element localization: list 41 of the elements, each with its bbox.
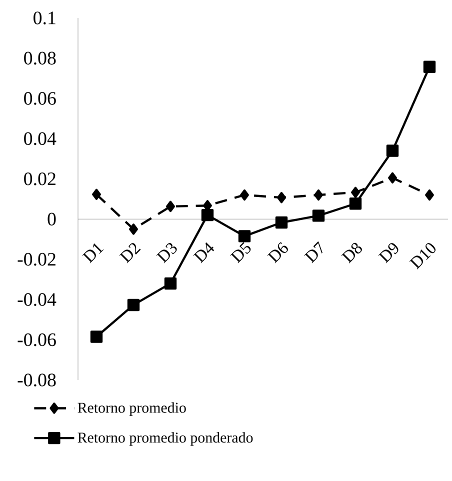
x-tick-label: D4 — [193, 242, 214, 264]
point — [275, 216, 288, 229]
y-tick-label: 0.1 — [34, 12, 56, 24]
y-tick-label: -0.04 — [18, 293, 56, 306]
x-tick-label: D10 — [409, 243, 436, 270]
legend-label: Retorno promedio ponderado — [78, 432, 253, 446]
x-tick-label: D1 — [82, 243, 104, 264]
y-tick-label: -0.02 — [18, 252, 56, 266]
x-tick-label: D2 — [119, 243, 141, 264]
point — [425, 189, 434, 201]
point — [90, 330, 103, 343]
y-tick-label: 0 — [48, 212, 56, 226]
y-tick-label: 0.08 — [24, 52, 56, 65]
point — [351, 186, 360, 198]
x-tick-label: D7 — [304, 241, 322, 264]
point — [164, 277, 177, 290]
point — [166, 200, 175, 212]
point — [127, 298, 140, 312]
point — [312, 210, 325, 222]
y-tick-label: -0.06 — [18, 333, 56, 346]
point — [314, 189, 323, 201]
point — [92, 188, 101, 200]
y-tick-label: 0.04 — [24, 132, 56, 146]
y-tick-label: -0.08 — [18, 374, 56, 386]
point — [129, 224, 138, 235]
y-tick-label: 0.06 — [24, 92, 56, 105]
point — [349, 198, 362, 210]
x-tick-label: D9 — [378, 243, 398, 264]
point — [423, 60, 436, 73]
x-tick-label: D3 — [156, 243, 177, 264]
point — [277, 192, 286, 204]
point — [238, 230, 251, 242]
legend-label: Retorno promedio — [78, 402, 186, 416]
x-tick-label: D6 — [267, 242, 288, 264]
x-tick-label: D8 — [341, 242, 362, 264]
y-tick-label: 0.02 — [24, 172, 56, 186]
point — [388, 172, 397, 184]
x-tick-label: D5 — [230, 242, 251, 264]
point — [240, 189, 249, 201]
point — [386, 144, 399, 157]
point — [201, 208, 214, 222]
